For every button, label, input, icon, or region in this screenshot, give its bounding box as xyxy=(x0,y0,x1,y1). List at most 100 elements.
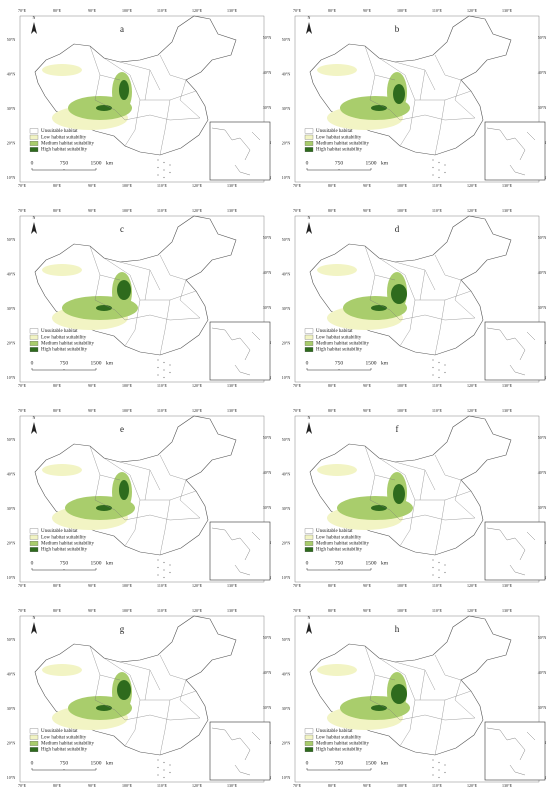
island xyxy=(169,364,171,366)
longitude-label: 80°E xyxy=(328,383,337,388)
scale-label: 0 xyxy=(306,360,309,366)
north-label: N xyxy=(308,615,311,620)
scale-label: 0 xyxy=(31,760,34,766)
map-panel: 70°E 70°E 80°E 80°E 90°E 90°E 100°E 100°E 110°E 1… xyxy=(282,208,547,388)
longitude-label: 80°E xyxy=(328,8,337,13)
island xyxy=(438,776,440,779)
scale-unit: km xyxy=(381,560,389,566)
longitude-label: 70°E xyxy=(18,183,27,188)
longitude-label: 100°E xyxy=(122,8,133,13)
latitude-label: 40°N xyxy=(282,671,291,676)
longitude-label: 80°E xyxy=(53,183,62,188)
north-arrow xyxy=(306,222,312,234)
latitude-label: 50°N xyxy=(282,237,291,242)
inset-coast xyxy=(486,127,536,176)
longitude-label: 120°E xyxy=(192,583,203,588)
latitude-label: 50°N xyxy=(7,637,16,642)
longitude-label: 70°E xyxy=(18,383,27,388)
longitude-label: 100°E xyxy=(397,608,408,613)
longitude-label: 70°E xyxy=(18,208,27,213)
latitude-label: 40°N xyxy=(282,471,291,476)
map-panel: 70°E 70°E 80°E 80°E 90°E 90°E 100°E 100°E 110°E 1… xyxy=(7,208,272,388)
high-suitability-area xyxy=(96,305,112,311)
longitude-label: 110°E xyxy=(157,408,167,413)
north-label: N xyxy=(308,215,311,220)
longitude-label: 100°E xyxy=(397,183,408,188)
longitude-label: 110°E xyxy=(432,608,442,613)
longitude-label: 80°E xyxy=(328,408,337,413)
country-outline xyxy=(34,215,237,356)
map-panel: 70°E 70°E 80°E 80°E 90°E 90°E 100°E 100°E 110°E 1… xyxy=(282,608,547,788)
island xyxy=(438,761,440,764)
north-arrow xyxy=(31,222,37,234)
longitude-label: 110°E xyxy=(157,208,167,213)
island xyxy=(444,764,446,766)
legend-swatch xyxy=(304,741,314,746)
inset-frame xyxy=(209,521,271,581)
longitude-label: 90°E xyxy=(88,783,97,788)
inset-frame xyxy=(484,721,546,781)
longitude-label: 130°E xyxy=(502,383,513,388)
latitude-label: 50°N xyxy=(7,237,16,242)
longitude-label: 90°E xyxy=(363,408,372,413)
legend-swatch xyxy=(29,128,39,134)
longitude-label: 80°E xyxy=(53,783,62,788)
inset-coast xyxy=(211,127,261,176)
longitude-label: 110°E xyxy=(157,583,167,588)
longitude-label: 120°E xyxy=(192,383,203,388)
legend-label: High habitat suitability xyxy=(316,748,363,753)
map-panel: 70°E 70°E 80°E 80°E 90°E 90°E 100°E 100°E 110°E 1… xyxy=(7,8,272,188)
map-frame xyxy=(294,615,540,783)
island xyxy=(444,564,446,566)
longitude-label: 110°E xyxy=(157,183,167,188)
high-suitability-area xyxy=(391,684,407,704)
island xyxy=(432,759,434,761)
island xyxy=(163,376,165,379)
scale-label: 750 xyxy=(335,560,344,566)
country-outline xyxy=(34,615,237,756)
longitude-label: 110°E xyxy=(432,208,442,213)
longitude-label: 90°E xyxy=(363,583,372,588)
legend-label: Low habitat suitability xyxy=(316,135,362,140)
latitude-label: 10°N xyxy=(282,775,291,780)
latitude-label: 30°N xyxy=(282,306,291,311)
island xyxy=(163,176,165,179)
map-frame xyxy=(19,415,265,583)
legend-label: Low habitat suitability xyxy=(316,535,362,540)
longitude-label: 130°E xyxy=(502,783,513,788)
low-suitability-area xyxy=(317,464,357,476)
longitude-label: 90°E xyxy=(88,408,97,413)
longitude-label: 70°E xyxy=(293,183,302,188)
island xyxy=(157,174,159,176)
latitude-label: 10°N xyxy=(7,575,16,580)
scale-label: 1500 xyxy=(91,360,102,366)
legend-label: Unsuitable habitat xyxy=(316,729,353,734)
longitude-label: 90°E xyxy=(88,383,97,388)
legend-swatch xyxy=(304,141,314,146)
legend-label: High habitat suitability xyxy=(316,148,363,153)
high-suitability-area xyxy=(96,505,112,511)
legend-swatch xyxy=(304,534,314,540)
north-arrow xyxy=(31,22,37,34)
north-label: N xyxy=(308,15,311,20)
longitude-label: 90°E xyxy=(88,608,97,613)
longitude-label: 110°E xyxy=(157,383,167,388)
latitude-label: 20°N xyxy=(282,540,291,545)
island xyxy=(438,569,440,571)
high-suitability-area xyxy=(393,484,405,504)
longitude-label: 80°E xyxy=(328,208,337,213)
island xyxy=(163,369,165,371)
high-suitability-area xyxy=(391,284,407,304)
island xyxy=(169,171,171,174)
legend-swatch xyxy=(304,728,314,734)
island xyxy=(157,166,159,169)
legend-label: Unsuitable habitat xyxy=(316,529,353,534)
scale-label: 750 xyxy=(335,160,344,166)
inset-coast xyxy=(211,327,261,376)
island xyxy=(169,564,171,566)
longitude-label: 120°E xyxy=(467,8,478,13)
latitude-label: 40°N xyxy=(538,70,547,75)
latitude-label: 30°N xyxy=(263,505,272,510)
longitude-label: 130°E xyxy=(227,583,238,588)
legend-swatch xyxy=(29,747,39,752)
